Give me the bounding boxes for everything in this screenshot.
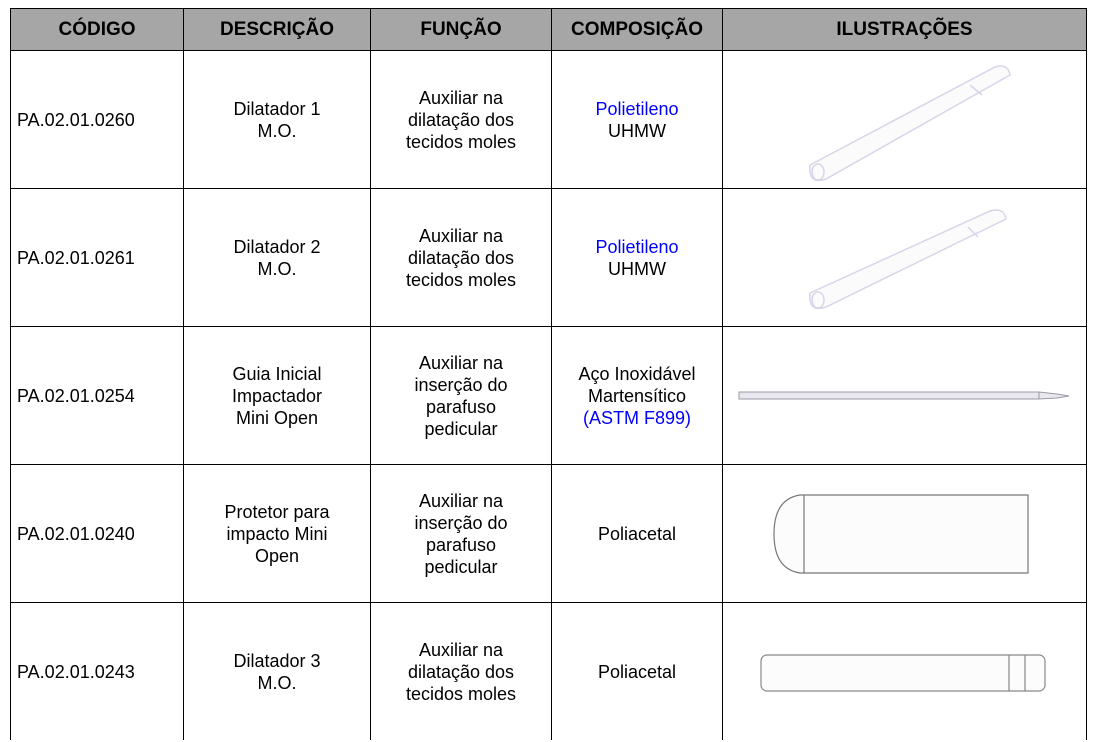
composition-line: Poliacetal [597, 523, 677, 544]
column-header: COMPOSIÇÃO [551, 8, 723, 51]
description-line: M.O. [257, 258, 297, 279]
function-line: tecidos moles [405, 269, 517, 290]
description-line: Dilatador 3 [233, 650, 321, 671]
description-line: Guia Inicial [232, 363, 322, 384]
composition-line: Martensítico [587, 385, 687, 406]
code-cell: PA.02.01.0243 [10, 602, 184, 740]
composition-line: UHMW [608, 120, 666, 141]
composition-cell: Polietileno UHMW [551, 50, 723, 189]
column-header: CÓDIGO [10, 8, 184, 51]
composition-line: Poliacetal [597, 661, 677, 682]
header-row: CÓDIGO DESCRIÇÃO FUNÇÃO COMPOSIÇÃO ILUSTRAÇÕ… [10, 8, 1087, 51]
composition-line: Aço Inoxidável [578, 363, 696, 384]
composition-cell: Aço Inoxidável Martensítico (ASTM F899) [551, 326, 723, 465]
function-line: inserção do [414, 374, 508, 395]
function-line: dilatação dos [407, 661, 515, 682]
code-cell: PA.02.01.0240 [10, 464, 184, 603]
guide-illustration [738, 390, 1069, 400]
function-line: Auxiliar na [418, 87, 504, 108]
description-line: M.O. [257, 120, 297, 141]
composition-line: UHMW [608, 258, 666, 279]
illustration-cell [722, 50, 1087, 189]
function-line: Auxiliar na [418, 225, 504, 246]
table-row: PA.02.01.0240 Protetor para impacto Mini Op… [10, 464, 1087, 603]
dilator-illustration [808, 64, 1011, 181]
illustration-cell [722, 602, 1087, 740]
description-line: Impactador [231, 385, 323, 406]
code: PA.02.01.0260 [17, 109, 135, 130]
function-cell: Auxiliar na inserção do parafuso pedicular [370, 326, 552, 465]
description-line: Mini Open [235, 407, 319, 428]
dilator-illustration [808, 208, 1007, 309]
description-line: Open [254, 545, 300, 566]
composition-cell: Poliacetal [551, 602, 723, 740]
function-line: parafuso [425, 396, 497, 417]
code-cell: PA.02.01.0254 [10, 326, 184, 465]
illustration-cell [722, 188, 1087, 327]
code-cell: PA.02.01.0261 [10, 188, 184, 327]
protector-illustration [772, 493, 1029, 574]
function-line: Auxiliar na [418, 490, 504, 511]
description-cell: Guia Inicial Impactador Mini Open [183, 326, 371, 465]
composition-line: Polietileno [595, 98, 679, 119]
table-row: PA.02.01.0261 Dilatador 2 M.O. Auxiliar na d… [10, 188, 1087, 327]
function-cell: Auxiliar na inserção do parafuso pedicular [370, 464, 552, 603]
description-line: Dilatador 1 [233, 98, 321, 119]
code: PA.02.01.0261 [17, 247, 135, 268]
table-row: PA.02.01.0243 Dilatador 3 M.O. Auxiliar na d… [10, 602, 1087, 740]
code: PA.02.01.0240 [17, 523, 135, 544]
code-cell: PA.02.01.0260 [10, 50, 184, 189]
column-header: FUNÇÃO [370, 8, 552, 51]
function-line: parafuso [425, 534, 497, 555]
column-header: DESCRIÇÃO [183, 8, 371, 51]
function-line: Auxiliar na [418, 352, 504, 373]
function-line: pedicular [424, 418, 498, 439]
description-cell: Protetor para impacto Mini Open [183, 464, 371, 603]
function-line: dilatação dos [407, 247, 515, 268]
function-cell: Auxiliar na dilatação dos tecidos moles [370, 50, 552, 189]
function-line: inserção do [414, 512, 508, 533]
function-line: Auxiliar na [418, 639, 504, 660]
column-header: ILUSTRAÇÕES [722, 8, 1087, 51]
description-line: Dilatador 2 [233, 236, 321, 257]
component-table: CÓDIGO DESCRIÇÃO FUNÇÃO COMPOSIÇÃO ILUSTRAÇÕ… [10, 8, 1087, 740]
description-line: Protetor para [224, 501, 330, 522]
description-cell: Dilatador 1 M.O. [183, 50, 371, 189]
composition-cell: Polietileno UHMW [551, 188, 723, 327]
function-line: pedicular [424, 556, 498, 577]
composition-cell: Poliacetal [551, 464, 723, 603]
code: PA.02.01.0254 [17, 385, 135, 406]
composition-line: (ASTM F899) [582, 407, 692, 428]
code: PA.02.01.0243 [17, 661, 135, 682]
table-row: PA.02.01.0260 Dilatador 1 M.O. Auxiliar na d… [10, 50, 1087, 189]
function-line: tecidos moles [405, 131, 517, 152]
illustration-cell [722, 326, 1087, 465]
function-cell: Auxiliar na dilatação dos tecidos moles [370, 602, 552, 740]
composition-line: Polietileno [595, 236, 679, 257]
function-cell: Auxiliar na dilatação dos tecidos moles [370, 188, 552, 327]
dilator-illustration [759, 653, 1046, 692]
function-line: tecidos moles [405, 683, 517, 704]
table-row: PA.02.01.0254 Guia Inicial Impactador Mini … [10, 326, 1087, 465]
description-cell: Dilatador 3 M.O. [183, 602, 371, 740]
function-line: dilatação dos [407, 109, 515, 130]
description-line: M.O. [257, 672, 297, 693]
description-line: impacto Mini [226, 523, 328, 544]
description-cell: Dilatador 2 M.O. [183, 188, 371, 327]
illustration-cell [722, 464, 1087, 603]
